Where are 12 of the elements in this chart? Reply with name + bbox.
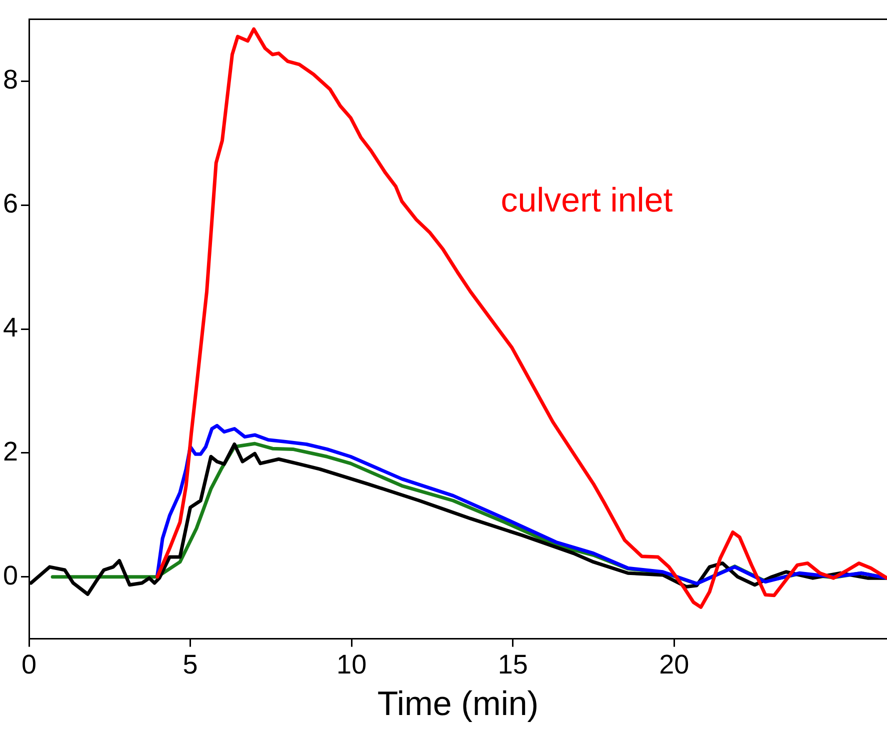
x-tick-label: 20: [659, 649, 690, 680]
x-tick-label: 10: [336, 649, 367, 680]
x-tick-label: 5: [182, 649, 198, 680]
y-tick-label: 2: [2, 436, 18, 466]
x-axis-title: Time (min): [377, 684, 539, 723]
series-label: culvert inlet: [500, 181, 674, 220]
y-tick-label: 8: [2, 64, 18, 95]
x-tick-label: 15: [498, 649, 528, 680]
y-tick-label: 6: [2, 188, 18, 219]
x-tick-label: 0: [22, 649, 37, 680]
y-tick-label: 0: [2, 560, 18, 590]
y-tick-label: 4: [2, 312, 18, 342]
